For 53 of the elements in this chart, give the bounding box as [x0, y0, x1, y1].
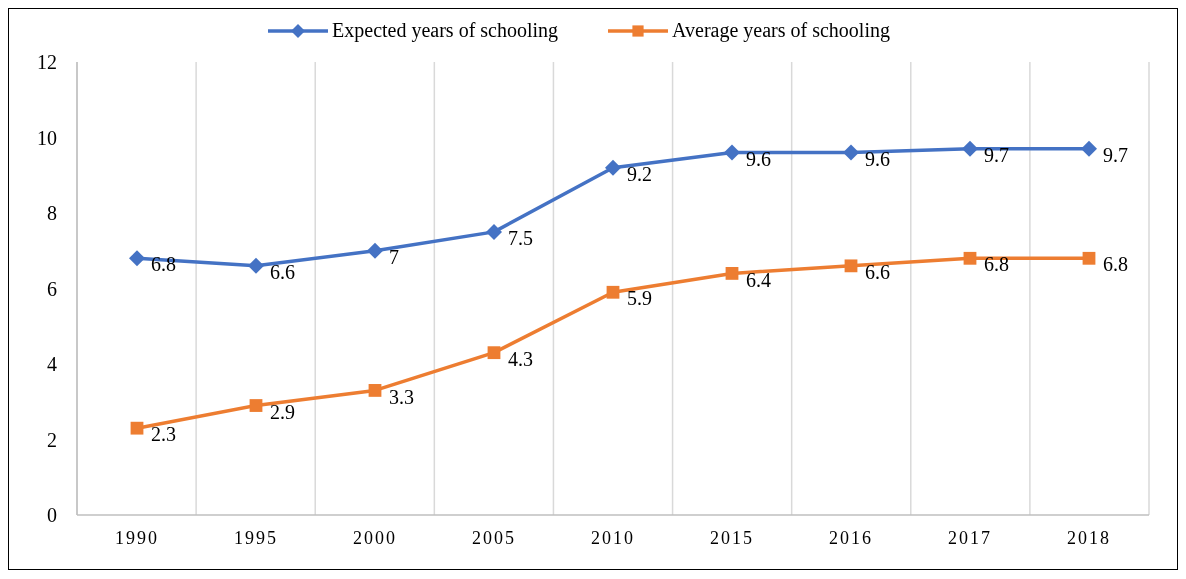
data-label: 6.6 — [865, 260, 890, 283]
x-tick-label: 2000 — [353, 527, 397, 548]
point — [725, 267, 739, 280]
data-label: 9.7 — [984, 143, 1009, 166]
point — [129, 250, 145, 267]
data-label: 6.8 — [984, 253, 1009, 276]
data-label: 2.9 — [270, 400, 295, 423]
point — [1081, 140, 1097, 157]
point — [249, 399, 263, 412]
data-label: 6.6 — [270, 260, 295, 283]
data-label: 6.8 — [1103, 253, 1128, 276]
data-label: 7.5 — [508, 226, 533, 249]
point — [962, 140, 978, 157]
point — [248, 257, 264, 274]
data-label: 6.4 — [746, 268, 771, 291]
y-tick-label: 0 — [47, 504, 57, 527]
point — [486, 223, 502, 240]
data-label: 9.7 — [1103, 143, 1128, 166]
y-tick-label: 4 — [47, 353, 57, 376]
legend-label: Average years of schooling — [672, 19, 890, 42]
point — [605, 159, 621, 176]
point — [487, 346, 501, 360]
y-tick-label: 12 — [37, 51, 57, 74]
point — [130, 421, 144, 435]
x-tick-label: 1995 — [234, 527, 278, 548]
point — [843, 144, 859, 161]
legend-label: Expected years of schooling — [332, 19, 559, 42]
x-tick-label: 2015 — [710, 527, 754, 548]
point — [844, 259, 858, 273]
data-label: 9.2 — [627, 162, 652, 185]
y-tick-label: 10 — [37, 126, 57, 149]
point — [1082, 251, 1096, 265]
y-tick-label: 6 — [47, 277, 57, 300]
data-label: 4.3 — [508, 347, 533, 370]
x-tick-label: 1990 — [115, 527, 159, 548]
point — [963, 251, 977, 265]
data-label: 7 — [389, 245, 399, 268]
y-tick-label: 8 — [47, 202, 57, 225]
y-tick-label: 2 — [47, 428, 57, 451]
point — [367, 242, 383, 259]
data-label: 2.3 — [151, 423, 176, 446]
point — [368, 384, 382, 397]
x-tick-label: 2017 — [948, 527, 992, 548]
data-label: 5.9 — [627, 287, 652, 310]
x-tick-label: 2016 — [829, 527, 873, 548]
data-label: 9.6 — [746, 147, 771, 170]
point — [724, 144, 740, 161]
data-label: 3.3 — [389, 385, 414, 408]
x-tick-label: 2010 — [591, 527, 635, 548]
x-tick-label: 2005 — [472, 527, 516, 548]
data-label: 9.6 — [865, 147, 890, 170]
point — [606, 285, 620, 299]
x-tick-label: 2018 — [1067, 527, 1111, 548]
